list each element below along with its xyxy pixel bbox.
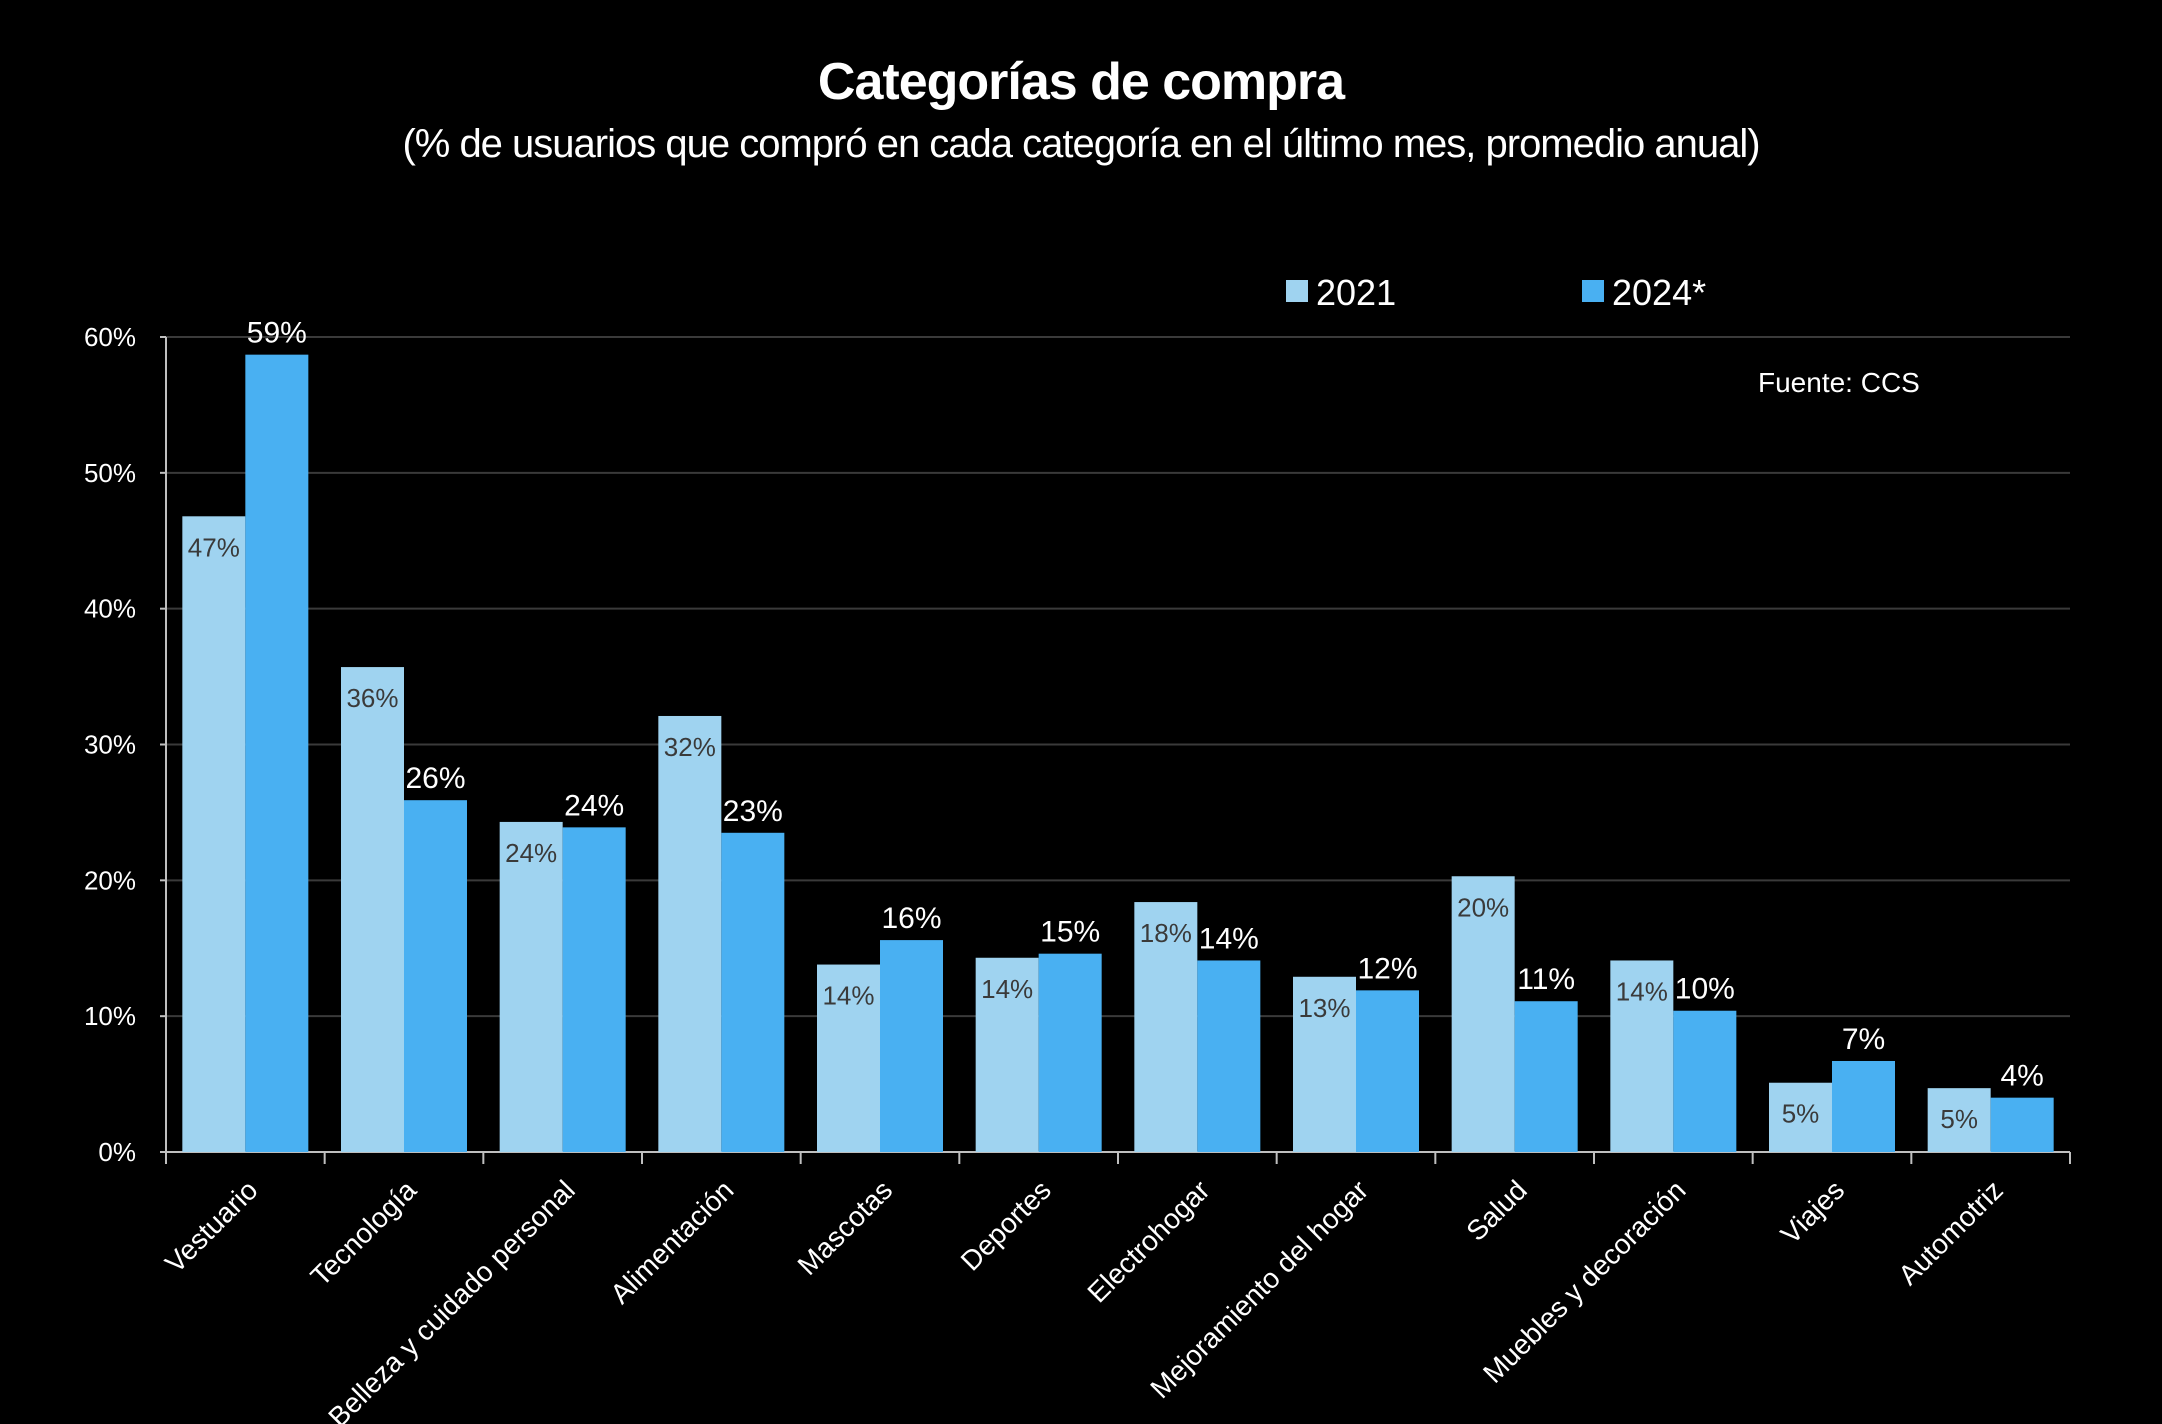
data-label: 59% <box>247 317 307 350</box>
legend-label: 2024* <box>1612 272 1706 313</box>
bars <box>182 354 2054 1152</box>
data-label: 14% <box>981 974 1033 1004</box>
bar-2024-9 <box>1673 1010 1737 1152</box>
bar-2024-3 <box>721 832 785 1152</box>
y-tick-label: 20% <box>84 865 136 895</box>
bar-2021-0 <box>182 516 246 1152</box>
bar-2021-9 <box>1610 960 1674 1152</box>
data-label: 23% <box>723 795 783 828</box>
data-label: 26% <box>405 762 465 795</box>
gridlines <box>166 336 2070 1018</box>
data-label: 13% <box>1298 993 1350 1023</box>
bar-2021-3 <box>658 715 722 1152</box>
source-note: Fuente: CCS <box>1758 367 1920 398</box>
bar-2024-1 <box>404 800 467 1152</box>
bar-2024-6 <box>1197 960 1261 1152</box>
y-tick-label: 60% <box>84 322 136 352</box>
data-label: 14% <box>1199 922 1259 955</box>
bar-2024-0 <box>245 354 309 1152</box>
data-label: 16% <box>881 902 941 935</box>
chart-title: Categorías de compra <box>817 53 1345 111</box>
bar-2021-7 <box>1293 976 1356 1152</box>
y-tick-label: 50% <box>84 458 136 488</box>
data-label: 7% <box>1842 1023 1885 1056</box>
data-label: 32% <box>664 732 716 762</box>
bar-2021-8 <box>1451 876 1515 1152</box>
data-label: 18% <box>1140 918 1192 948</box>
bar-2021-5 <box>975 957 1039 1152</box>
legend-label: 2021 <box>1316 272 1396 313</box>
data-label: 5% <box>1940 1104 1978 1134</box>
bar-2021-6 <box>1134 902 1198 1152</box>
category-label: Vestuario <box>159 1174 263 1278</box>
y-tick-label: 0% <box>98 1137 136 1167</box>
bar-2021-11 <box>1927 1088 1991 1152</box>
category-label: Automotriz <box>1892 1174 2009 1291</box>
bar-2021-2 <box>499 821 563 1152</box>
bar-2024-7 <box>1356 990 1419 1152</box>
legend-swatch <box>1582 280 1604 302</box>
y-tick-label: 40% <box>84 594 136 624</box>
chart-subtitle: (% de usuarios que compró en cada catego… <box>402 122 1760 166</box>
data-label: 12% <box>1357 952 1417 985</box>
data-label: 24% <box>564 789 624 822</box>
data-label: 20% <box>1457 892 1509 922</box>
bar-2024-11 <box>1990 1097 2054 1152</box>
category-label: Viajes <box>1775 1174 1850 1249</box>
bar-2024-5 <box>1038 953 1102 1152</box>
data-label: 36% <box>346 683 398 713</box>
data-labels: 47%59%36%26%24%24%32%23%14%16%14%15% 18% 1… <box>188 317 2044 1135</box>
legend: 2021 2024* <box>1286 272 1706 313</box>
y-tick-label: 10% <box>84 1001 136 1031</box>
data-label: 47% <box>188 532 240 562</box>
category-label: Tecnología <box>305 1174 423 1292</box>
bar-2021-1 <box>341 667 404 1152</box>
data-label: 11% <box>1517 963 1575 996</box>
y-tick-labels: 0% 10% 20% 30% 40% 50% 60% <box>84 322 136 1167</box>
category-label: Belleza y cuidado personal <box>322 1174 581 1424</box>
data-label: 5% <box>1782 1099 1820 1129</box>
category-label: Mascotas <box>792 1174 899 1281</box>
data-label: 4% <box>2000 1060 2043 1093</box>
data-label: 24% <box>505 838 557 868</box>
data-label: 15% <box>1040 916 1100 949</box>
data-label: 14% <box>822 981 874 1011</box>
legend-swatch <box>1286 280 1308 302</box>
axes <box>160 336 2071 1164</box>
bar-2024-4 <box>880 940 943 1152</box>
category-label: Alimentación <box>604 1174 739 1309</box>
bar-2024-10 <box>1832 1060 1895 1152</box>
bar-2021-4 <box>817 964 880 1152</box>
bar-2024-8 <box>1514 1001 1578 1152</box>
category-label: Electrohogar <box>1081 1174 1215 1308</box>
category-label: Deportes <box>955 1174 1057 1276</box>
y-tick-label: 30% <box>84 730 136 760</box>
bar-2024-2 <box>562 827 626 1152</box>
data-label: 10% <box>1675 973 1735 1006</box>
data-label: 14% <box>1616 976 1668 1006</box>
bar-2021-10 <box>1769 1082 1832 1152</box>
category-label: Salud <box>1460 1174 1533 1247</box>
